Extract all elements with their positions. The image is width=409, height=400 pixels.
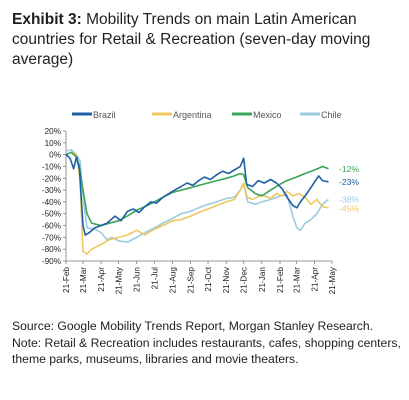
y-tick-label: -70%	[42, 233, 61, 242]
legend-label-mexico: Mexico	[253, 110, 282, 120]
y-tick-label: -90%	[42, 257, 61, 266]
x-tick-label: 21-Dec	[240, 267, 249, 293]
y-tick-label: -60%	[42, 222, 61, 231]
x-tick-label: 21-Apr	[97, 267, 106, 292]
x-tick-label: 21-Apr	[310, 267, 319, 292]
legend-label-brazil: Brazil	[93, 110, 116, 120]
y-tick-label: -30%	[42, 186, 61, 195]
y-tick-label: -80%	[42, 245, 61, 254]
end-label-brazil: -23%	[339, 177, 359, 187]
x-tick-label: 21-May	[328, 266, 337, 294]
x-tick-label: 21-Feb	[276, 267, 285, 293]
chart-title-text: Mobility Trends on main Latin American c…	[12, 11, 371, 68]
y-axis: 20% 10% 0% -10% -20% -30% -40% -50% -60% -70% -80%…	[42, 127, 67, 266]
x-tick-label: 21-Mar	[292, 267, 301, 293]
y-tick-label: 0%	[49, 151, 61, 160]
y-tick-label: 20%	[45, 127, 61, 136]
y-tick-label: -40%	[42, 198, 61, 207]
end-label-argentina: -45%	[339, 204, 359, 214]
source-note: Source: Google Mobility Trends Report, M…	[12, 319, 401, 366]
x-tick-label: 21-Aug	[168, 267, 177, 294]
x-tick-label: 21-Sep	[187, 267, 196, 294]
x-tick-label: 21-Oct	[204, 266, 213, 291]
y-tick-label: -50%	[42, 210, 61, 219]
x-tick-label: 21-Jan	[258, 267, 267, 292]
y-tick-label: -10%	[42, 162, 61, 171]
exhibit-label: Exhibit 3:	[12, 11, 82, 28]
end-labels: -12% -23% -38%-45%	[339, 164, 359, 214]
legend-label-argentina: Argentina	[173, 110, 212, 120]
series-line-brazil	[65, 153, 329, 236]
x-tick-label: 21-Nov	[222, 266, 231, 293]
y-tick-label: 10%	[45, 139, 61, 148]
series-line-mexico	[65, 151, 329, 227]
plot-area	[65, 149, 330, 255]
end-label-chile: -38%	[339, 195, 359, 205]
x-tick-label: 21-Feb	[62, 267, 71, 293]
legend-label-chile: Chile	[321, 110, 342, 120]
y-tick-label: -20%	[42, 174, 61, 183]
x-tick-label: 21-Mar	[79, 267, 88, 293]
line-chart: Brazil Argentina Mexico Chile 20% 10% 0% -10% -…	[42, 110, 360, 294]
legend: Brazil Argentina Mexico Chile	[72, 110, 342, 120]
series-line-chile	[65, 149, 330, 243]
x-tick-label: 21-Jun	[133, 267, 142, 292]
x-axis: 21-Feb 21-Mar 21-Apr 21-May 21-Jun 21-Jul 21-A…	[62, 260, 337, 294]
x-tick-label: 21-May	[115, 266, 124, 294]
x-tick-label: 21-Jul	[150, 267, 159, 289]
chart-title: Exhibit 3: Mobility Trends on main Latin…	[12, 10, 402, 70]
series-line-argentina	[65, 151, 329, 255]
end-label-mexico: -12%	[339, 164, 359, 174]
